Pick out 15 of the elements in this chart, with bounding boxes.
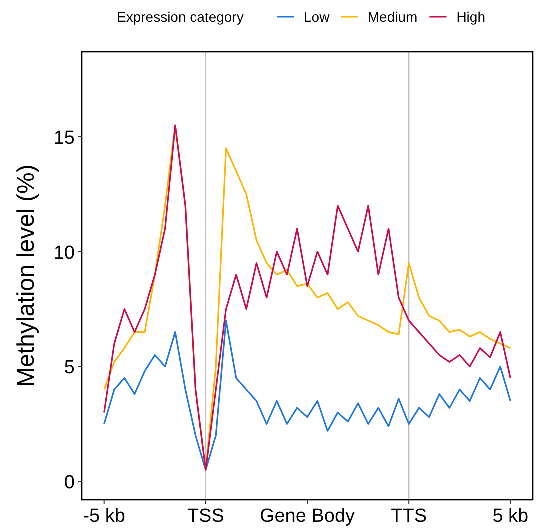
x-tick-label: -5 kb [83,506,126,527]
y-tick-label: 10 [54,242,75,264]
x-tick-label: TSS [187,506,224,527]
legend-label: High [456,9,486,25]
legend-title: Expression category [117,9,244,25]
y-tick-label: 5 [64,358,75,379]
x-tick-label: Gene Body [260,506,356,527]
legend-label: Low [304,9,331,25]
y-axis-title: Methylation level (%) [13,164,40,388]
legend-label: Medium [368,9,418,25]
y-tick-label: 15 [54,128,75,150]
y-tick-label: 0 [64,472,75,494]
line-series [104,320,512,471]
x-tick-label: TTS [391,506,428,527]
x-tick-label: 5 kb [492,506,529,527]
